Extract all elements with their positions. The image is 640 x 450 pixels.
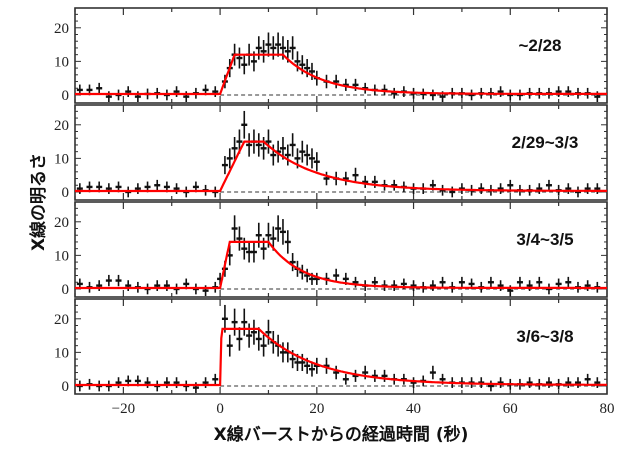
panel-frame xyxy=(74,298,608,395)
y-axis-title: X線の明るさ xyxy=(28,153,49,251)
panel-frame xyxy=(74,7,608,104)
y-tick-label: 20 xyxy=(54,215,69,231)
panel-date-label: 2/29~3/3 xyxy=(512,133,579,152)
model-curve xyxy=(75,327,607,387)
y-tick-label: 20 xyxy=(54,118,69,134)
y-tick-label: 10 xyxy=(54,151,69,167)
x-axis-title: X線バーストからの経過時間 (秒) xyxy=(214,424,469,445)
x-tick-label: 20 xyxy=(309,401,324,417)
panel-date-label: 3/6~3/8 xyxy=(516,327,573,346)
model-curve xyxy=(75,240,607,290)
x-tick-labels: −20 0 20 40 60 80 xyxy=(112,401,615,417)
panel-3: 0 10 20 3/4~3/5 xyxy=(54,201,608,298)
panel-date-label: ~2/28 xyxy=(518,36,561,55)
x-tick-label: 80 xyxy=(600,401,615,417)
panel-1: 0 10 20 ~2/28 xyxy=(54,7,608,104)
y-tick-label: 20 xyxy=(54,312,69,328)
x-tick-label: 0 xyxy=(216,401,224,417)
panel-frame xyxy=(74,104,608,201)
y-tick-label: 10 xyxy=(54,248,69,264)
y-tick-label: 10 xyxy=(54,345,69,361)
y-tick-label: 20 xyxy=(54,21,69,37)
panels: 0 10 20 ~2/28 0 10 20 2/29~3/3 0 10 20 3/4~3/5 0 10 20… xyxy=(54,7,608,395)
x-tick-label: −20 xyxy=(112,401,135,417)
y-tick-label: 10 xyxy=(54,54,69,70)
y-tick-label: 0 xyxy=(62,88,70,104)
y-tick-label: 0 xyxy=(62,185,70,201)
x-tick-label: 60 xyxy=(503,401,518,417)
panel-date-label: 3/4~3/5 xyxy=(516,230,573,249)
y-tick-label: 0 xyxy=(62,379,70,395)
model-curve xyxy=(75,53,607,96)
model-curve xyxy=(75,140,607,193)
x-tick-label: 40 xyxy=(406,401,421,417)
y-tick-label: 0 xyxy=(62,282,70,298)
panel-2: 0 10 20 2/29~3/3 xyxy=(54,104,608,201)
panel-4: 0 10 20 3/6~3/8 xyxy=(54,298,608,395)
